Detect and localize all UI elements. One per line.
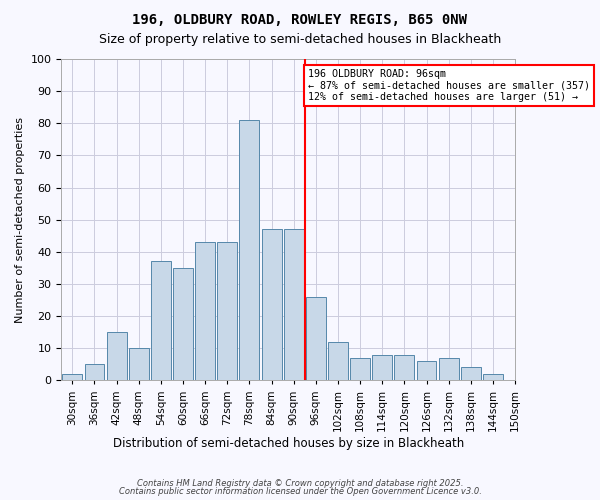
Bar [173, 268, 193, 380]
X-axis label: Distribution of semi-detached houses by size in Blackheath: Distribution of semi-detached houses by … [113, 437, 464, 450]
Bar [262, 230, 281, 380]
Bar [151, 262, 171, 380]
Text: Contains public sector information licensed under the Open Government Licence v3: Contains public sector information licen… [119, 487, 481, 496]
Text: 196 OLDBURY ROAD: 96sqm
← 87% of semi-detached houses are smaller (357)
12% of s: 196 OLDBURY ROAD: 96sqm ← 87% of semi-de… [308, 68, 590, 102]
Bar [239, 120, 259, 380]
Bar [129, 348, 149, 380]
Bar [461, 368, 481, 380]
Bar [416, 361, 436, 380]
Bar [439, 358, 458, 380]
Bar [394, 354, 415, 380]
Bar [195, 242, 215, 380]
Bar [284, 230, 304, 380]
Bar [373, 354, 392, 380]
Bar [85, 364, 104, 380]
Bar [350, 358, 370, 380]
Text: Size of property relative to semi-detached houses in Blackheath: Size of property relative to semi-detach… [99, 32, 501, 46]
Text: Contains HM Land Registry data © Crown copyright and database right 2025.: Contains HM Land Registry data © Crown c… [137, 478, 463, 488]
Bar [328, 342, 348, 380]
Bar [483, 374, 503, 380]
Bar [62, 374, 82, 380]
Y-axis label: Number of semi-detached properties: Number of semi-detached properties [15, 116, 25, 322]
Bar [107, 332, 127, 380]
Text: 196, OLDBURY ROAD, ROWLEY REGIS, B65 0NW: 196, OLDBURY ROAD, ROWLEY REGIS, B65 0NW [133, 12, 467, 26]
Bar [306, 297, 326, 380]
Bar [217, 242, 237, 380]
